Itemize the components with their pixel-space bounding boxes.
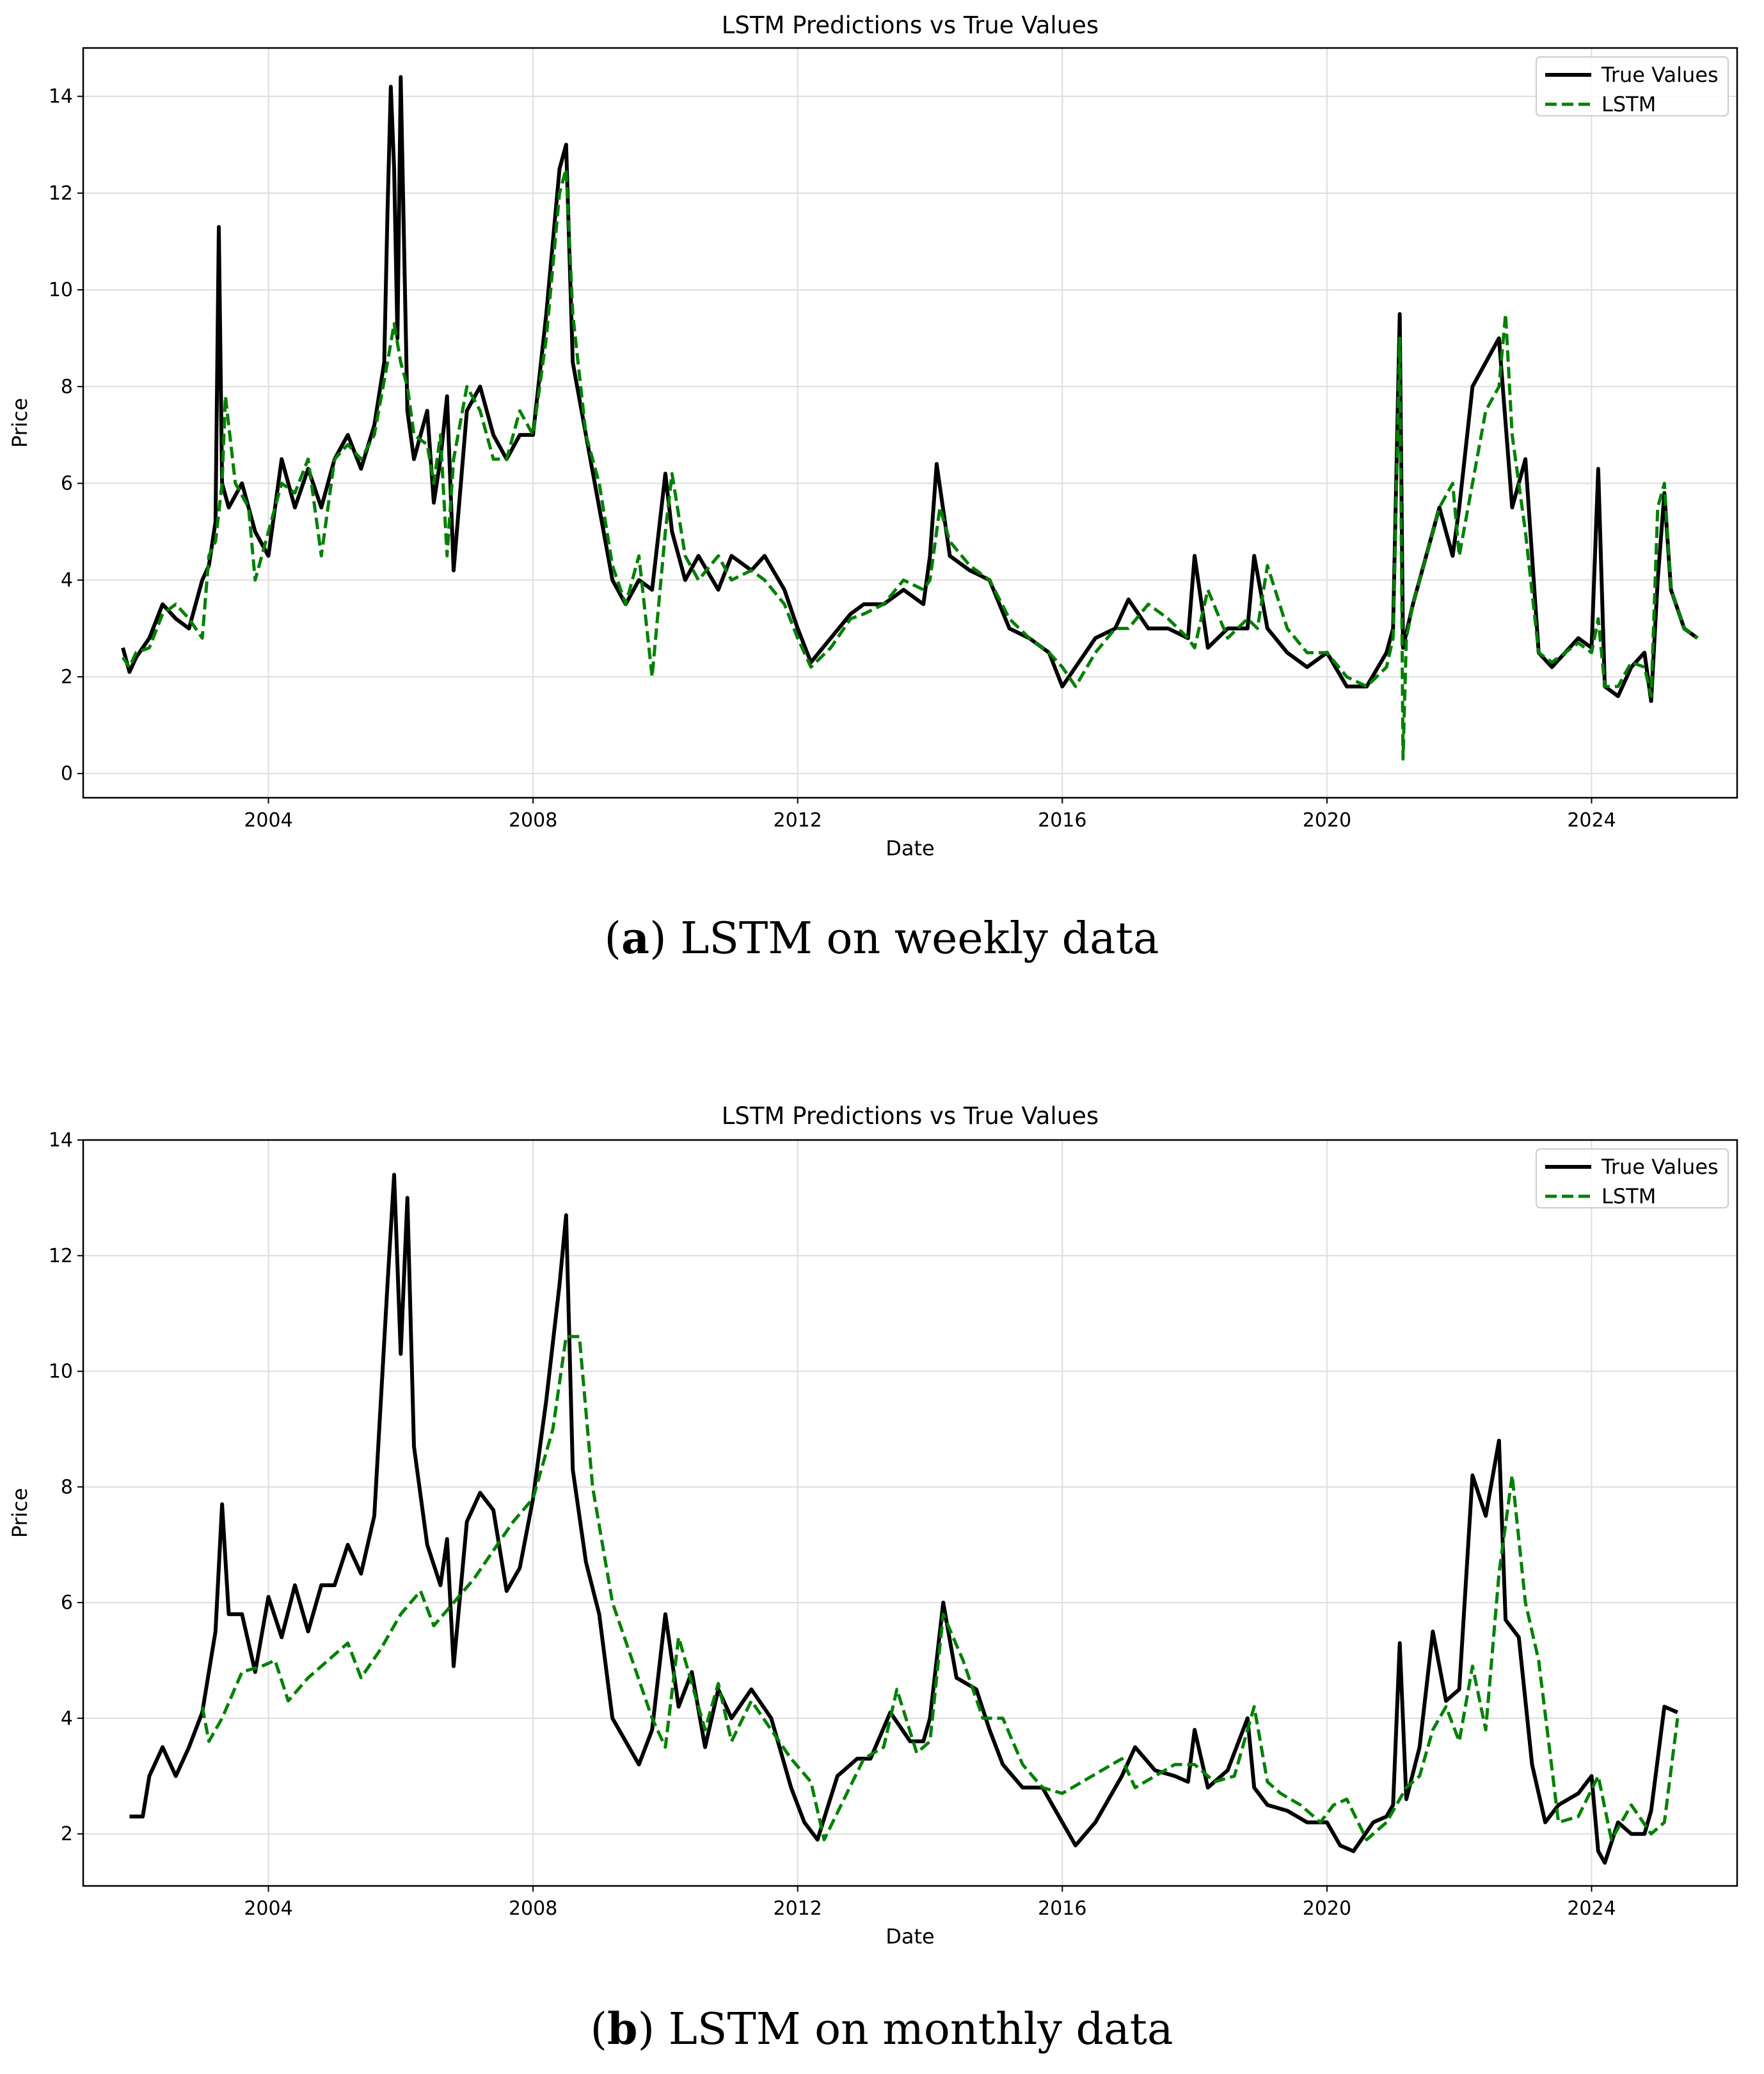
x-tick-label: 2020 [1303, 809, 1351, 832]
true-values-series-line [121, 75, 1699, 703]
y-tick-label: 2 [61, 1823, 73, 1846]
y-tick-label: 2 [61, 666, 73, 688]
legend-label: True Values [1601, 63, 1719, 87]
y-tick-label: 14 [49, 86, 73, 108]
x-tick-label: 2016 [1038, 1897, 1086, 1920]
x-tick-label: 2004 [244, 1897, 292, 1920]
chart-panel-b: 2004 2008 2012 2016 2020 2024 2 4 6 8 10 12 14 LSTM P… [8, 1102, 1738, 2055]
series-group [121, 75, 1699, 761]
x-axis-label: Date [886, 1924, 934, 1949]
legend-box [1536, 1148, 1729, 1208]
plot-frame [82, 47, 1738, 799]
y-axis-label: Price [8, 1488, 32, 1538]
lstm-series-line [200, 1334, 1680, 1842]
x-tick-label: 2016 [1038, 809, 1086, 832]
y-tick-label: 12 [49, 1245, 73, 1267]
chart-panel-a: 2004 2008 2012 2016 2020 2024 0 2 4 6 8 10 12 14 LSTM … [8, 12, 1738, 964]
y-tick-label: 4 [61, 569, 73, 592]
x-tick-label: 2004 [244, 809, 292, 832]
legend-label: LSTM [1601, 1184, 1656, 1208]
y-tick-label: 6 [61, 473, 73, 495]
legend: True Values LSTM [1536, 56, 1729, 116]
figure-caption: (b) LSTM on monthly data [591, 2004, 1173, 2055]
x-tick-label: 2020 [1303, 1897, 1351, 1920]
x-tick-label: 2024 [1567, 1897, 1616, 1920]
x-axis-label: Date [886, 836, 934, 860]
x-tick-label: 2012 [774, 809, 822, 832]
y-tick-label: 6 [61, 1592, 73, 1614]
y-tick-label: 10 [49, 1361, 73, 1383]
y-tick-label: 12 [49, 182, 73, 205]
legend-label: True Values [1601, 1155, 1719, 1179]
lstm-series-line [121, 167, 1699, 761]
x-tick-label: 2024 [1567, 809, 1616, 832]
chart-title: LSTM Predictions vs True Values [722, 1102, 1099, 1130]
legend: True Values LSTM [1536, 1148, 1729, 1208]
y-tick-label: 4 [61, 1707, 73, 1730]
y-tick-label: 8 [61, 1476, 73, 1498]
x-tick-label: 2008 [509, 1897, 557, 1920]
x-tick-label: 2012 [774, 1897, 822, 1920]
y-tick-label: 10 [49, 279, 73, 301]
legend-box [1536, 56, 1729, 116]
x-tick-label: 2008 [509, 809, 557, 832]
y-axis-label: Price [8, 398, 32, 448]
plot-frame [82, 1139, 1738, 1887]
series-group [129, 1173, 1680, 1865]
chart-title: LSTM Predictions vs True Values [722, 12, 1099, 39]
figure-caption: (a) LSTM on weekly data [604, 913, 1159, 964]
legend-label: LSTM [1601, 92, 1656, 116]
y-tick-label: 8 [61, 376, 73, 398]
y-tick-label: 14 [49, 1129, 73, 1152]
y-tick-label: 0 [61, 763, 73, 785]
true-values-series-line [129, 1173, 1679, 1865]
